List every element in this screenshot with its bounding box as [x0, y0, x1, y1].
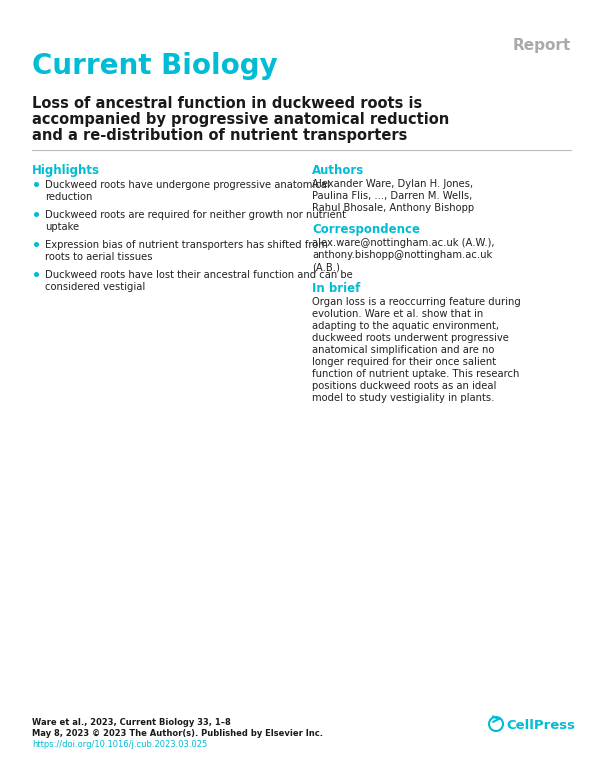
Text: Loss of ancestral function in duckweed roots is: Loss of ancestral function in duckweed r… [32, 96, 422, 111]
Text: (A.B.): (A.B.) [312, 262, 340, 272]
Text: anatomical simplification and are no: anatomical simplification and are no [312, 345, 494, 355]
Text: Report: Report [513, 38, 571, 53]
Text: Highlights: Highlights [32, 164, 100, 177]
Text: duckweed roots underwent progressive: duckweed roots underwent progressive [312, 333, 509, 343]
Text: considered vestigial: considered vestigial [45, 283, 145, 293]
Text: roots to aerial tissues: roots to aerial tissues [45, 252, 153, 262]
Text: Current Biology: Current Biology [32, 52, 278, 80]
Text: positions duckweed roots as an ideal: positions duckweed roots as an ideal [312, 381, 496, 391]
Text: Correspondence: Correspondence [312, 223, 420, 236]
Text: Authors: Authors [312, 164, 364, 177]
Text: Rahul Bhosale, Anthony Bishopp: Rahul Bhosale, Anthony Bishopp [312, 203, 474, 213]
Text: https://doi.org/10.1016/j.cub.2023.03.025: https://doi.org/10.1016/j.cub.2023.03.02… [32, 740, 207, 749]
Text: function of nutrient uptake. This research: function of nutrient uptake. This resear… [312, 369, 519, 379]
Text: Duckweed roots have undergone progressive anatomical: Duckweed roots have undergone progressiv… [45, 180, 330, 190]
Text: anthony.bishopp@nottingham.ac.uk: anthony.bishopp@nottingham.ac.uk [312, 250, 492, 260]
Text: uptake: uptake [45, 222, 79, 233]
Text: Duckweed roots are required for neither growth nor nutrient: Duckweed roots are required for neither … [45, 210, 346, 220]
Text: Alexander Ware, Dylan H. Jones,: Alexander Ware, Dylan H. Jones, [312, 179, 473, 189]
Text: Paulina Flis, ..., Darren M. Wells,: Paulina Flis, ..., Darren M. Wells, [312, 191, 472, 201]
Text: evolution. Ware et al. show that in: evolution. Ware et al. show that in [312, 309, 483, 319]
Text: and a re-distribution of nutrient transporters: and a re-distribution of nutrient transp… [32, 128, 408, 143]
Text: Duckweed roots have lost their ancestral function and can be: Duckweed roots have lost their ancestral… [45, 270, 353, 280]
Text: CellPress: CellPress [506, 719, 575, 732]
Text: accompanied by progressive anatomical reduction: accompanied by progressive anatomical re… [32, 112, 449, 127]
Text: Organ loss is a reoccurring feature during: Organ loss is a reoccurring feature duri… [312, 297, 521, 307]
Text: alex.ware@nottingham.ac.uk (A.W.),: alex.ware@nottingham.ac.uk (A.W.), [312, 238, 494, 248]
Text: adapting to the aquatic environment,: adapting to the aquatic environment, [312, 321, 499, 331]
Text: reduction: reduction [45, 193, 92, 203]
Text: May 8, 2023 © 2023 The Author(s). Published by Elsevier Inc.: May 8, 2023 © 2023 The Author(s). Publis… [32, 729, 323, 738]
Text: Ware et al., 2023, Current Biology 33, 1–8: Ware et al., 2023, Current Biology 33, 1… [32, 718, 231, 727]
Text: In brief: In brief [312, 282, 361, 295]
Text: model to study vestigiality in plants.: model to study vestigiality in plants. [312, 393, 494, 403]
Text: longer required for their once salient: longer required for their once salient [312, 357, 496, 367]
Text: Expression bias of nutrient transporters has shifted from: Expression bias of nutrient transporters… [45, 240, 328, 250]
